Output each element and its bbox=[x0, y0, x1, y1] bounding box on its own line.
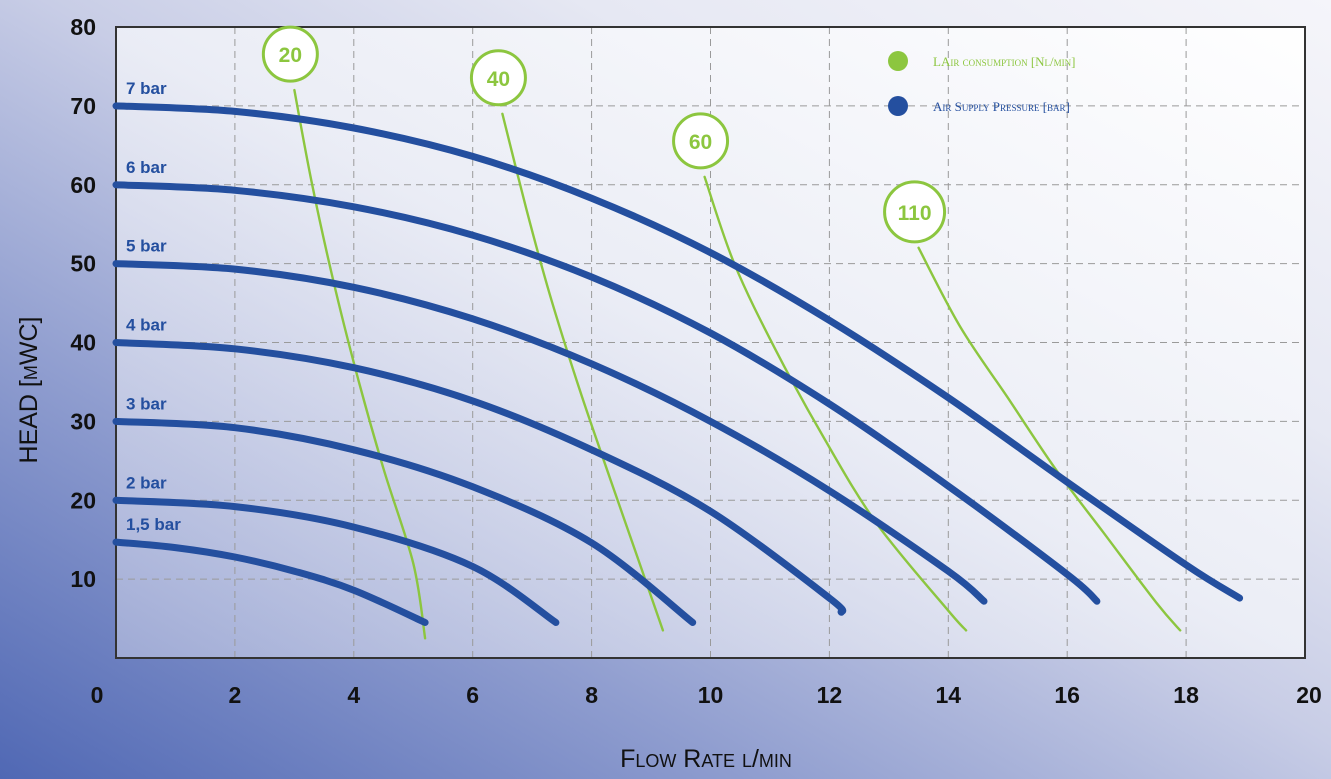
air-bubble-label: 60 bbox=[689, 131, 712, 154]
pressure-curve-2-bar bbox=[112, 496, 560, 626]
pressure-curve-4-bar bbox=[112, 339, 847, 616]
x-tick-label: 4 bbox=[347, 682, 360, 708]
pressure-curve-label: 6 bar bbox=[126, 158, 167, 177]
legend-marker bbox=[888, 51, 908, 71]
air-bubble-label: 20 bbox=[279, 44, 302, 67]
pressure-curve-label: 5 bar bbox=[126, 237, 167, 256]
air-curve-20 bbox=[293, 88, 427, 640]
air-bubble-label: 110 bbox=[898, 202, 932, 225]
pressure-curve-5-bar bbox=[112, 260, 988, 605]
legend-label: Air Supply Pressure [bar] bbox=[933, 99, 1070, 114]
axis-ticks: 0 2 4 6 8 10 12 14 16 18 20 10 20 30 40 50 60 70 80 bbox=[70, 14, 1321, 708]
y-tick-label: 60 bbox=[70, 172, 96, 198]
pressure-curve-label: 2 bar bbox=[126, 473, 167, 492]
pressure-curve-3-bar bbox=[112, 417, 697, 626]
y-tick-label: 10 bbox=[70, 566, 96, 592]
legend-label: LAir consumption [Nl/min] bbox=[933, 54, 1076, 69]
y-tick-label: 50 bbox=[70, 251, 96, 277]
air-bubble-20 bbox=[261, 25, 319, 83]
x-tick-label: 2 bbox=[229, 682, 242, 708]
x-axis-title: Flow Rate l/min bbox=[620, 745, 792, 773]
pressure-curve-label: 4 bar bbox=[126, 316, 167, 335]
y-tick-label: 80 bbox=[70, 14, 96, 40]
x-tick-label: 20 bbox=[1296, 682, 1322, 708]
air-bubble-label: 40 bbox=[487, 68, 510, 91]
pressure-curve-7-bar bbox=[112, 102, 1244, 602]
pressure-curve-label: 7 bar bbox=[126, 79, 167, 98]
y-tick-label: 20 bbox=[70, 487, 96, 513]
x-tick-label: 14 bbox=[936, 682, 962, 708]
y-tick-label: 70 bbox=[70, 93, 96, 119]
pressure-curve-label: 1,5 bar bbox=[126, 515, 181, 534]
pressure-curves: 7 bar 6 bar 5 bar 4 bar 3 bar 2 bar 1,5 bar bbox=[112, 79, 1244, 626]
air-bubble-60 bbox=[672, 112, 730, 170]
legend-marker bbox=[888, 96, 908, 116]
pressure-curve-6-bar bbox=[112, 181, 1101, 605]
x-tick-label: 10 bbox=[698, 682, 724, 708]
x-tick-label: 0 bbox=[91, 682, 104, 708]
air-consumption-labels: 20 40 60 110 bbox=[261, 25, 947, 244]
air-curve-40 bbox=[501, 112, 665, 632]
x-tick-label: 12 bbox=[817, 682, 843, 708]
x-tick-label: 18 bbox=[1173, 682, 1199, 708]
x-tick-label: 16 bbox=[1054, 682, 1080, 708]
y-axis-title: HEAD [mWC] bbox=[15, 317, 43, 464]
legend: LAir consumption [Nl/min] Air Supply Pres… bbox=[888, 51, 1076, 116]
x-tick-label: 6 bbox=[466, 682, 479, 708]
pressure-curve-label: 3 bar bbox=[126, 394, 167, 413]
pressure-curve-1-5-bar bbox=[112, 538, 429, 626]
air-curve-110 bbox=[917, 246, 1182, 632]
x-tick-label: 8 bbox=[585, 682, 598, 708]
y-tick-label: 40 bbox=[70, 330, 96, 356]
grid bbox=[116, 27, 1305, 658]
y-tick-label: 30 bbox=[70, 408, 96, 434]
air-bubble-40 bbox=[469, 49, 527, 107]
air-bubble-110 bbox=[883, 180, 947, 244]
